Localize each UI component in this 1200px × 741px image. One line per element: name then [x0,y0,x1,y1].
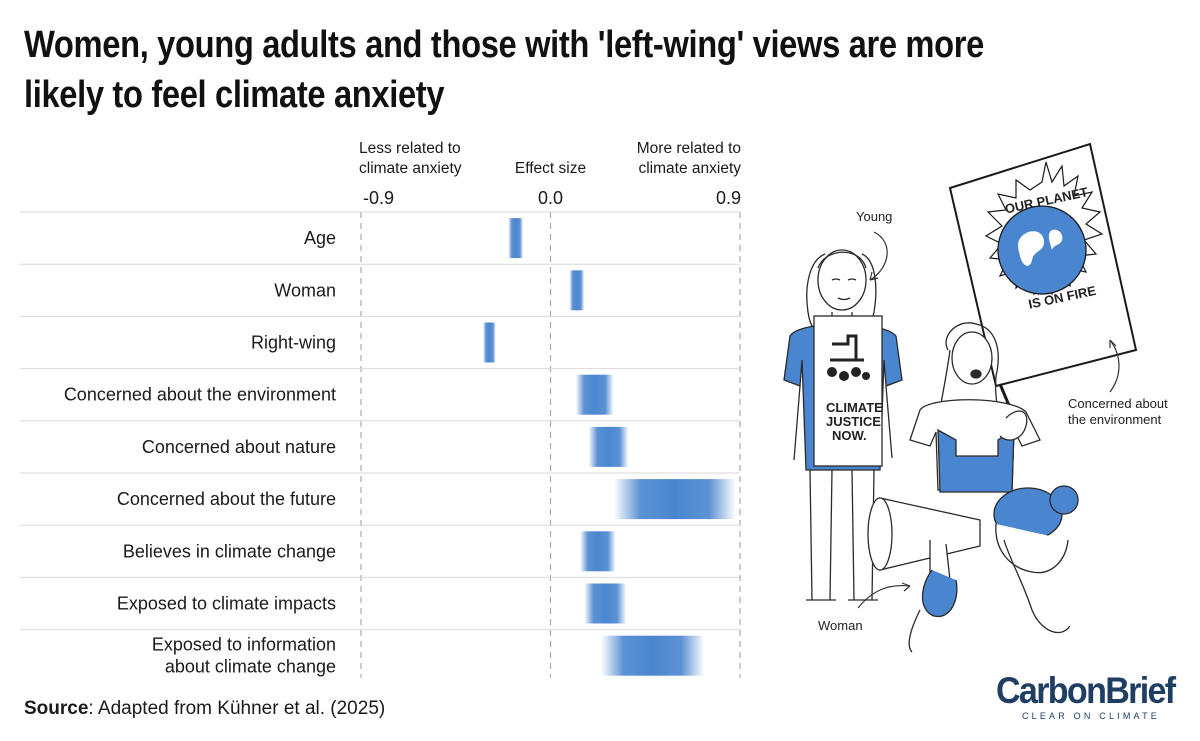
concerned-arrow [1109,339,1120,393]
category-label: Age [304,228,336,248]
effect-bar [569,270,585,311]
category-label: Concerned about the future [117,489,336,509]
young-label: Young [856,209,892,224]
woman-label: Woman [818,618,863,633]
effect-size-chart: Less related to climate anxiety Effect siz… [20,140,741,678]
effect-bar [588,426,629,467]
young-arrow [869,231,888,281]
shirt-text-1: CLIMATE [826,400,883,415]
right-annotation-line: More related to [637,140,741,157]
shirt-text-3: NOW. [832,428,867,443]
shirt-sign: CLIMATE JUSTICE NOW. [813,315,883,467]
shirt-text-2: JUSTICE [826,414,881,429]
effect-bar [584,583,627,624]
category-label: Believes in climate change [123,541,336,561]
effect-bar [508,218,524,259]
protest-illustration: Young CLIMATE JUSTICE NOW. OUR [783,142,1168,653]
carbonbrief-logo[interactable]: CarbonBrief CLEAR ON CLIMATE [996,670,1176,722]
effect-bar [601,635,705,676]
category-label: Exposed to information [152,635,336,655]
category-label: Exposed to climate impacts [117,594,336,614]
right-annotation-line: climate anxiety [638,160,741,177]
tick-label: -0.9 [363,188,394,208]
tick-label: 0.9 [716,188,741,208]
left-annotation-line: Less related to [359,140,461,157]
category-label: Woman [274,280,336,300]
effect-bar [613,479,736,520]
effect-bar [575,374,614,415]
source-text: : Adapted from Kühner et al. (2025) [88,698,386,719]
concerned-label-1: Concerned about [1068,396,1168,411]
planet-sign: OUR PLANET IS ON FIRE [948,142,1138,423]
effect-bar [483,322,496,363]
logo-tagline: CLEAR ON CLIMATE [1021,711,1160,721]
x-axis-label: Effect size [515,160,586,177]
concerned-label-2: the environment [1068,412,1162,427]
effect-bar [579,531,616,572]
woman-arrow [857,584,911,609]
category-label: Right-wing [251,333,336,353]
chart-title: Women, young adults and those with 'left… [24,24,984,116]
left-annotation-line: climate anxiety [359,160,462,177]
tick-label: 0.0 [538,188,563,208]
source-note: Source: Adapted from Kühner et al. (2025… [24,698,385,720]
woman-with-sign [909,322,1041,493]
woman-with-megaphone [867,485,1079,653]
logo-wordmark: CarbonBrief [996,670,1176,711]
category-label: Concerned about the environment [64,385,336,405]
category-label: Concerned about nature [142,437,336,457]
category-label: about climate change [165,657,336,677]
source-label: Source [24,698,89,719]
